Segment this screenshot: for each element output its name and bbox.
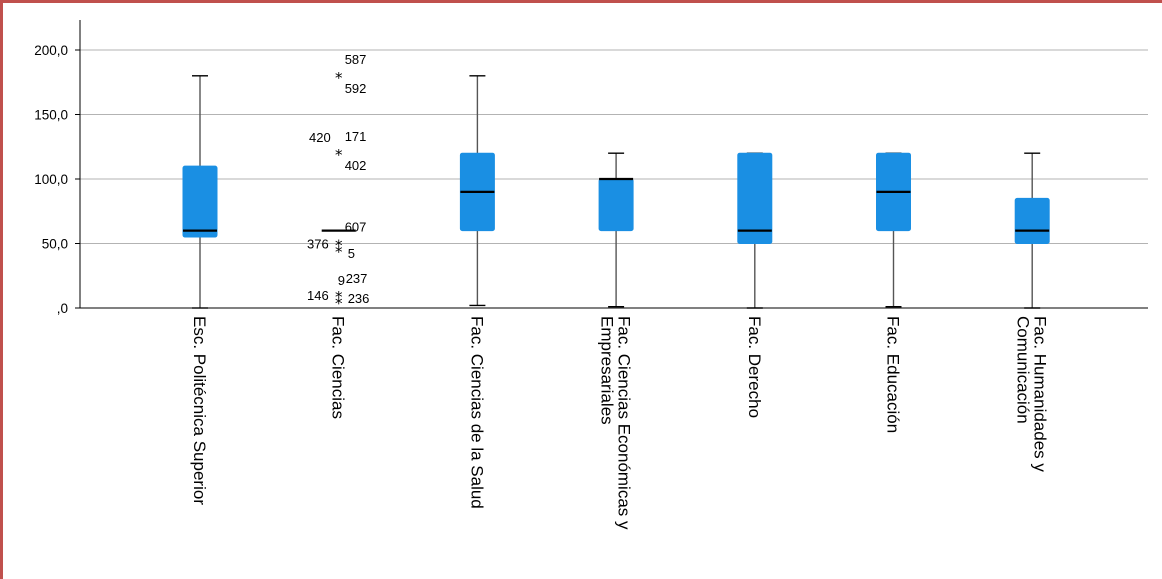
box-group bbox=[182, 75, 218, 309]
category-label-line: Fac. Ciencias bbox=[329, 316, 348, 419]
outlier-label: 5 bbox=[348, 246, 355, 261]
outlier: * 5 bbox=[335, 243, 355, 261]
category-label: Esc. Politécnica Superior bbox=[190, 316, 209, 505]
outlier-label: 146 bbox=[307, 288, 329, 303]
box bbox=[1014, 197, 1050, 245]
y-tick-label: 150,0 bbox=[34, 108, 68, 123]
box-group bbox=[876, 152, 911, 308]
y-tick-label: 200,0 bbox=[34, 43, 68, 58]
outlier-label: 402 bbox=[345, 158, 367, 173]
outlier-label: 420 bbox=[309, 130, 331, 145]
outlier-label: 171 bbox=[345, 129, 367, 144]
box-group bbox=[737, 152, 773, 309]
outlier-star: * bbox=[335, 295, 343, 313]
outlier-star: * bbox=[335, 288, 343, 306]
outlier-star: * bbox=[335, 146, 343, 164]
outlier-label: 587 bbox=[345, 52, 367, 67]
outlier-star: * bbox=[335, 237, 343, 255]
outlier: *587 592 bbox=[335, 52, 366, 96]
category-label-line: Fac. Humanidades y bbox=[1031, 316, 1050, 472]
category-label-line: Comunicación bbox=[1014, 316, 1033, 424]
outlier: * 146 9 237 236 bbox=[307, 271, 369, 306]
box bbox=[737, 152, 773, 244]
category-label-line: Empresariales bbox=[598, 316, 617, 425]
y-axis: ,0 50,0 100,0 150,0 200,0 bbox=[34, 20, 1148, 316]
category-label-line: Esc. Politécnica Superior bbox=[190, 316, 209, 505]
outlier: * 420 171 402 bbox=[309, 129, 366, 173]
category-label: Fac. Derecho bbox=[745, 316, 764, 418]
outlier-label: 237 bbox=[346, 271, 368, 286]
outlier-label: 9 bbox=[338, 273, 345, 288]
outlier-star: * bbox=[335, 243, 343, 261]
category-label-line: Fac. Ciencias de la Salud bbox=[467, 316, 486, 509]
box bbox=[182, 165, 218, 238]
category-label-line: Fac. Ciencias Económicas y bbox=[615, 316, 634, 530]
outlier: * bbox=[335, 295, 343, 313]
y-tick-label: 100,0 bbox=[34, 172, 68, 187]
category-label-line: Fac. Educación bbox=[884, 316, 903, 433]
box-group bbox=[459, 75, 495, 307]
boxes bbox=[182, 75, 1050, 309]
box-group bbox=[1014, 152, 1050, 309]
outlier-label: 236 bbox=[348, 291, 370, 306]
category-label: Fac. Educación bbox=[884, 316, 903, 433]
category-labels: Esc. Politécnica Superior Fac. Ciencias Fa… bbox=[190, 316, 1050, 530]
box-group bbox=[598, 152, 634, 308]
box bbox=[598, 178, 634, 232]
category-label: Fac. Ciencias de la Salud bbox=[467, 316, 486, 509]
y-tick-label: 50,0 bbox=[42, 237, 68, 252]
category-label-line: Fac. Derecho bbox=[745, 316, 764, 418]
outlier-label: 607 bbox=[345, 220, 367, 235]
outlier: * 376 607 bbox=[307, 220, 366, 255]
category-label: Fac. Ciencias bbox=[329, 316, 348, 419]
outlier-label: 376 bbox=[307, 237, 329, 252]
outlier-star: * bbox=[335, 69, 343, 87]
outlier-label: 592 bbox=[345, 81, 367, 96]
y-tick-label: ,0 bbox=[57, 301, 68, 316]
